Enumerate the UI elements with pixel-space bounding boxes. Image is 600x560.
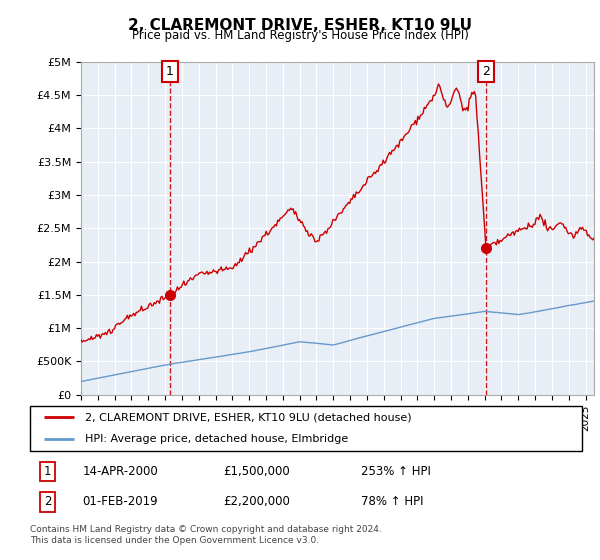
Text: £1,500,000: £1,500,000 [223, 465, 290, 478]
Text: Price paid vs. HM Land Registry's House Price Index (HPI): Price paid vs. HM Land Registry's House … [131, 29, 469, 42]
Text: 2, CLAREMONT DRIVE, ESHER, KT10 9LU (detached house): 2, CLAREMONT DRIVE, ESHER, KT10 9LU (det… [85, 412, 412, 422]
Text: 01-FEB-2019: 01-FEB-2019 [82, 496, 158, 508]
FancyBboxPatch shape [30, 406, 582, 451]
Text: 1: 1 [166, 65, 174, 78]
Text: 2, CLAREMONT DRIVE, ESHER, KT10 9LU: 2, CLAREMONT DRIVE, ESHER, KT10 9LU [128, 18, 472, 33]
Text: HPI: Average price, detached house, Elmbridge: HPI: Average price, detached house, Elmb… [85, 433, 349, 444]
Text: Contains HM Land Registry data © Crown copyright and database right 2024.
This d: Contains HM Land Registry data © Crown c… [30, 525, 382, 545]
Text: 14-APR-2000: 14-APR-2000 [82, 465, 158, 478]
Text: £2,200,000: £2,200,000 [223, 496, 290, 508]
Text: 1: 1 [44, 465, 52, 478]
Text: 2: 2 [44, 496, 52, 508]
Text: 253% ↑ HPI: 253% ↑ HPI [361, 465, 431, 478]
Text: 2: 2 [482, 65, 490, 78]
Text: 78% ↑ HPI: 78% ↑ HPI [361, 496, 424, 508]
